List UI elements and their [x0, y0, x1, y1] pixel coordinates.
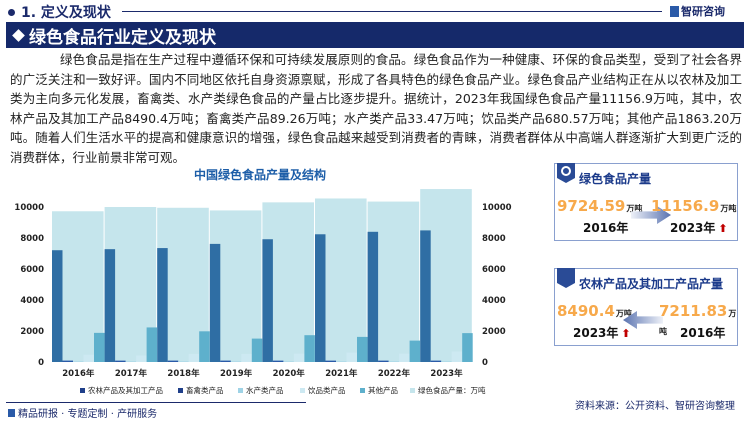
- x-tick-label: 2020年: [273, 368, 306, 379]
- y-tick-right: 6000: [482, 265, 506, 275]
- bar-3: [399, 353, 410, 362]
- bar-0: [420, 230, 431, 362]
- up-arrow-icon: ⬆: [621, 327, 631, 340]
- logo-text: 智研咨询: [681, 5, 725, 18]
- y-tick-left: 0: [38, 358, 44, 368]
- legend-swatch: [80, 388, 85, 393]
- logo-icon: [670, 5, 679, 17]
- bar-1: [378, 360, 389, 362]
- y-tick-left: 2000: [20, 327, 44, 337]
- card-green-food-output: 绿色食品产量 9724.59万吨 2016年 11156.9万吨 2023年 ⬆: [554, 163, 738, 241]
- x-tick-label: 2022年: [378, 368, 411, 379]
- bar-1: [272, 360, 284, 362]
- value-2023: 11156.9万吨: [651, 197, 737, 215]
- bar-1: [167, 360, 179, 362]
- chart-title: 中国绿色食品产量及结构: [193, 168, 326, 182]
- source-note: 资料来源：公开资料、智研咨询整理: [575, 401, 735, 412]
- y-tick-right: 8000: [482, 234, 506, 244]
- banner: 绿色食品行业定义及现状: [6, 22, 744, 48]
- legend-swatch: [178, 388, 183, 393]
- chart-badge-icon: [557, 163, 575, 183]
- up-arrow-icon: ⬆: [718, 222, 728, 235]
- bar-chart: 2016年 2017年 2018年 2019年 2020年 2021年 2022年 2023年…: [14, 189, 512, 395]
- bar-1: [220, 360, 231, 362]
- value-2016: 9724.59万吨: [557, 197, 643, 215]
- intro-paragraph: 绿色食品是指在生产过程中遵循环保和可持续发展原则的食品。绿色食品作为一种健康、环…: [10, 52, 742, 165]
- y-tick-right: 0: [482, 358, 488, 368]
- year-label-up: 2023年 ⬆: [573, 326, 631, 340]
- diamond-icon: [12, 28, 25, 42]
- growth-chart-icon: [557, 268, 575, 288]
- bar-4: [146, 327, 158, 362]
- y-tick-left: 10000: [14, 203, 44, 213]
- legend-swatch: [300, 388, 305, 393]
- x-tick-label: 2023年: [430, 368, 463, 379]
- year-label: 2016年: [680, 326, 726, 340]
- legend-label: 畜禽类产品: [186, 385, 224, 395]
- year-label-up: 2023年 ⬆: [670, 221, 728, 235]
- banner-title: 绿色食品行业定义及现状: [29, 27, 216, 48]
- bar-0: [157, 248, 168, 362]
- legend-label: 绿色食品产量：万吨: [418, 385, 486, 395]
- bar-2: [441, 361, 452, 362]
- bar-1: [62, 360, 73, 362]
- card-agri-output: 农林产品及其加工产品产量 8490.4万吨 2023年 ⬆ 7211.83万吨 2…: [554, 268, 738, 346]
- y-tick-right: 2000: [482, 327, 506, 337]
- bar-3: [293, 353, 305, 362]
- footer-divider: [6, 402, 306, 403]
- bar-0: [52, 250, 63, 362]
- bar-3: [136, 355, 147, 362]
- section-title: 1. 定义及现状: [8, 2, 111, 22]
- legend-label: 其他产品: [368, 385, 398, 395]
- bar-4: [409, 340, 421, 362]
- bar-1: [430, 360, 442, 362]
- divider: [122, 11, 662, 12]
- bar-4: [251, 338, 263, 362]
- x-tick-label: 2016年: [62, 368, 95, 379]
- legend-swatch: [410, 388, 415, 393]
- y-tick-left: 6000: [20, 265, 44, 275]
- legend-swatch: [360, 388, 365, 393]
- value-2016: 7211.83万吨: [659, 302, 737, 336]
- bar-0: [104, 249, 116, 362]
- bar-4: [462, 333, 473, 362]
- legend-label: 农林产品及其加工产品: [88, 385, 163, 395]
- section-title-text: 1. 定义及现状: [21, 5, 111, 21]
- y-tick-right: 10000: [482, 203, 512, 213]
- bar-3: [188, 353, 200, 362]
- bar-3: [241, 353, 252, 362]
- legend-label: 水产类产品: [246, 385, 284, 395]
- x-tick-label: 2021年: [325, 368, 358, 379]
- bar-4: [199, 331, 210, 362]
- y-tick-left: 4000: [20, 296, 44, 306]
- x-tick-label: 2019年: [220, 368, 253, 379]
- logo: 智研咨询: [670, 3, 725, 19]
- bar-3: [83, 354, 94, 362]
- bar-0: [209, 243, 221, 362]
- bar-1: [115, 360, 126, 362]
- y-tick-right: 4000: [482, 296, 506, 306]
- bar-1: [325, 360, 336, 362]
- bullet-icon: [8, 8, 15, 16]
- bar-0: [367, 231, 379, 362]
- bar-0: [262, 239, 273, 362]
- x-tick-label: 2018年: [167, 368, 200, 379]
- value-2023: 8490.4万吨: [557, 302, 632, 320]
- year-label: 2016年: [583, 221, 629, 235]
- x-tick-label: 2017年: [115, 368, 148, 379]
- card-title: 绿色食品产量: [579, 172, 652, 186]
- card-title: 农林产品及其加工产品产量: [579, 277, 724, 291]
- bar-3: [346, 352, 357, 362]
- bar-4: [304, 335, 315, 362]
- bar-3: [451, 351, 463, 362]
- legend-swatch: [238, 388, 243, 393]
- y-tick-left: 8000: [20, 234, 44, 244]
- logo-icon: [8, 408, 15, 417]
- bar-4: [94, 332, 105, 362]
- bar-0: [315, 234, 326, 362]
- bar-4: [357, 336, 368, 362]
- footer-tagline: 精品研报 · 专题定制 · 产研服务: [8, 405, 157, 420]
- legend-label: 饮品类产品: [308, 385, 346, 395]
